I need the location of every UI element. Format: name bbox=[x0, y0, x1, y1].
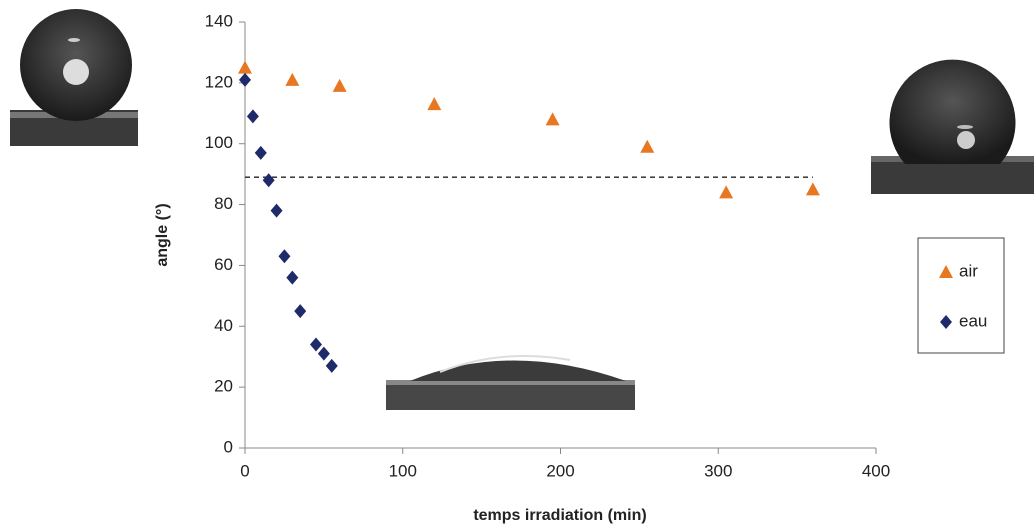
x-axis-title: temps irradiation (min) bbox=[473, 507, 646, 524]
y-tick-label: 140 bbox=[205, 11, 233, 30]
point bbox=[246, 109, 259, 124]
point bbox=[325, 358, 338, 373]
point bbox=[640, 139, 655, 153]
droplet-image-left bbox=[10, 0, 138, 146]
y-tick-label: 100 bbox=[205, 133, 233, 152]
droplet-image-right bbox=[871, 59, 1034, 194]
y-tick-label: 60 bbox=[214, 255, 233, 274]
point bbox=[309, 337, 322, 352]
legend-label: eau bbox=[959, 311, 987, 330]
point bbox=[238, 60, 252, 74]
point bbox=[427, 97, 442, 111]
y-tick-label: 40 bbox=[214, 316, 233, 335]
point bbox=[719, 185, 734, 199]
x-tick-label: 0 bbox=[240, 461, 249, 480]
x-tick-label: 100 bbox=[389, 461, 417, 480]
legend-label: air bbox=[959, 261, 978, 280]
y-tick-label: 120 bbox=[205, 72, 233, 91]
point bbox=[332, 78, 347, 92]
point bbox=[286, 270, 299, 285]
y-tick-label: 80 bbox=[214, 194, 233, 213]
point bbox=[285, 72, 300, 86]
x-tick-label: 300 bbox=[704, 461, 732, 480]
point bbox=[278, 249, 291, 264]
point bbox=[317, 346, 330, 361]
point bbox=[545, 112, 560, 126]
legend-marker bbox=[940, 315, 952, 329]
point bbox=[239, 72, 251, 87]
y-tick-label: 0 bbox=[224, 437, 233, 456]
x-tick-label: 200 bbox=[546, 461, 574, 480]
point bbox=[254, 145, 267, 160]
legend-marker bbox=[939, 265, 953, 278]
point bbox=[270, 203, 283, 218]
y-tick-label: 20 bbox=[214, 377, 233, 396]
y-axis-title: angle (°) bbox=[154, 203, 171, 266]
point bbox=[294, 304, 307, 319]
point bbox=[262, 173, 275, 188]
point bbox=[805, 182, 820, 196]
droplet-image-bottom bbox=[386, 355, 635, 410]
legend-box bbox=[917, 237, 1005, 354]
x-tick-label: 400 bbox=[862, 461, 890, 480]
